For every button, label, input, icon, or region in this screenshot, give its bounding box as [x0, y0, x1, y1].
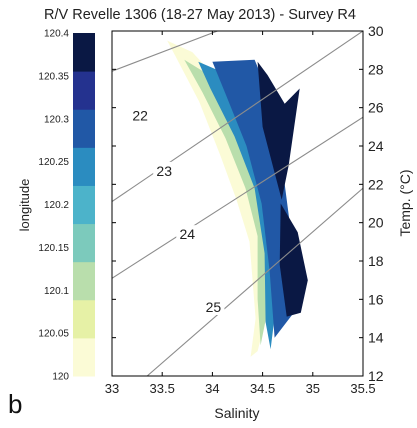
isopycnal-line	[146, 187, 363, 376]
colorbar-swatch	[73, 33, 95, 72]
colorbar-tick-label: 120.2	[44, 200, 69, 211]
colorbar-tick-label: 120	[52, 372, 69, 383]
colorbar-label: longitude	[17, 179, 32, 232]
y-tick-label: 14	[368, 330, 384, 346]
isopycnal-label: 25	[206, 299, 222, 315]
isopycnal-lines: 22 23 24 25	[112, 31, 363, 376]
x-tick-label: 35.5	[350, 381, 375, 396]
x-tick-label: 34	[205, 381, 219, 396]
colorbar-tick-label: 120.25	[38, 157, 69, 168]
colorbar-ticks: 120 120.05 120.1 120.15 120.2 120.25 120.3 120.…	[38, 29, 69, 383]
colorbar-swatch	[73, 223, 95, 263]
colorbar-tick-label: 120.3	[44, 114, 69, 125]
colorbar-swatches	[73, 33, 95, 377]
data-regions	[167, 40, 308, 357]
colorbar-tick-label: 120.4	[44, 29, 69, 40]
isopycnal-line	[112, 31, 219, 72]
isopycnal-label-bg	[202, 298, 225, 315]
isopycnal-label-bg	[176, 225, 199, 243]
colorbar-tick-label: 120.35	[38, 71, 69, 82]
x-tick-label: 34.5	[250, 381, 275, 396]
colorbar-swatch	[73, 185, 95, 225]
chart-title: R/V Revelle 1306 (18-27 May 2013) - Surv…	[44, 7, 356, 23]
isopycnal-label: 24	[180, 226, 196, 242]
colorbar-swatch	[73, 299, 95, 339]
data-region	[257, 61, 300, 200]
isopycnal-label: 22	[132, 107, 148, 123]
y-tick-label: 26	[368, 100, 384, 116]
colorbar-swatch	[73, 147, 95, 186]
panel-label: b	[8, 389, 22, 419]
colorbar-tick-label: 120.05	[38, 329, 69, 340]
y-axis-ticks: 12 14 16 18 20 22 24 26 28 30	[112, 23, 384, 384]
x-tick-label: 35	[306, 381, 320, 396]
colorbar-tick-label: 120.1	[44, 286, 69, 297]
isopycnal-label: 23	[156, 163, 172, 179]
y-tick-label: 18	[368, 253, 384, 269]
x-tick-label: 33	[105, 381, 119, 396]
colorbar: longitude 120 120.05 120.1 120.15 120.2 120.2…	[17, 29, 95, 383]
x-axis-ticks: 33 33.5 34 34.5 35 35.5	[105, 31, 376, 396]
colorbar-swatch	[73, 109, 95, 148]
isopycnal-line	[112, 116, 363, 279]
isopycnal-label-bg	[129, 106, 152, 124]
y-tick-label: 30	[368, 23, 384, 39]
colorbar-swatch	[73, 71, 95, 110]
x-tick-label: 33.5	[150, 381, 175, 396]
y-tick-label: 28	[368, 61, 384, 77]
y-tick-label: 12	[368, 368, 384, 384]
y-tick-label: 24	[368, 138, 384, 154]
plot-frame	[111, 30, 364, 377]
x-axis-label: Salinity	[214, 405, 259, 421]
y-tick-label: 20	[368, 215, 384, 231]
y-tick-label: 22	[368, 176, 384, 192]
isopycnal-label-bg	[153, 161, 176, 179]
colorbar-tick-label: 120.15	[38, 243, 69, 254]
y-axis-label: Temp. (°C)	[397, 169, 413, 236]
y-tick-label: 16	[368, 291, 384, 307]
data-region	[279, 203, 308, 317]
colorbar-swatch	[73, 337, 95, 377]
colorbar-swatch	[73, 261, 95, 301]
